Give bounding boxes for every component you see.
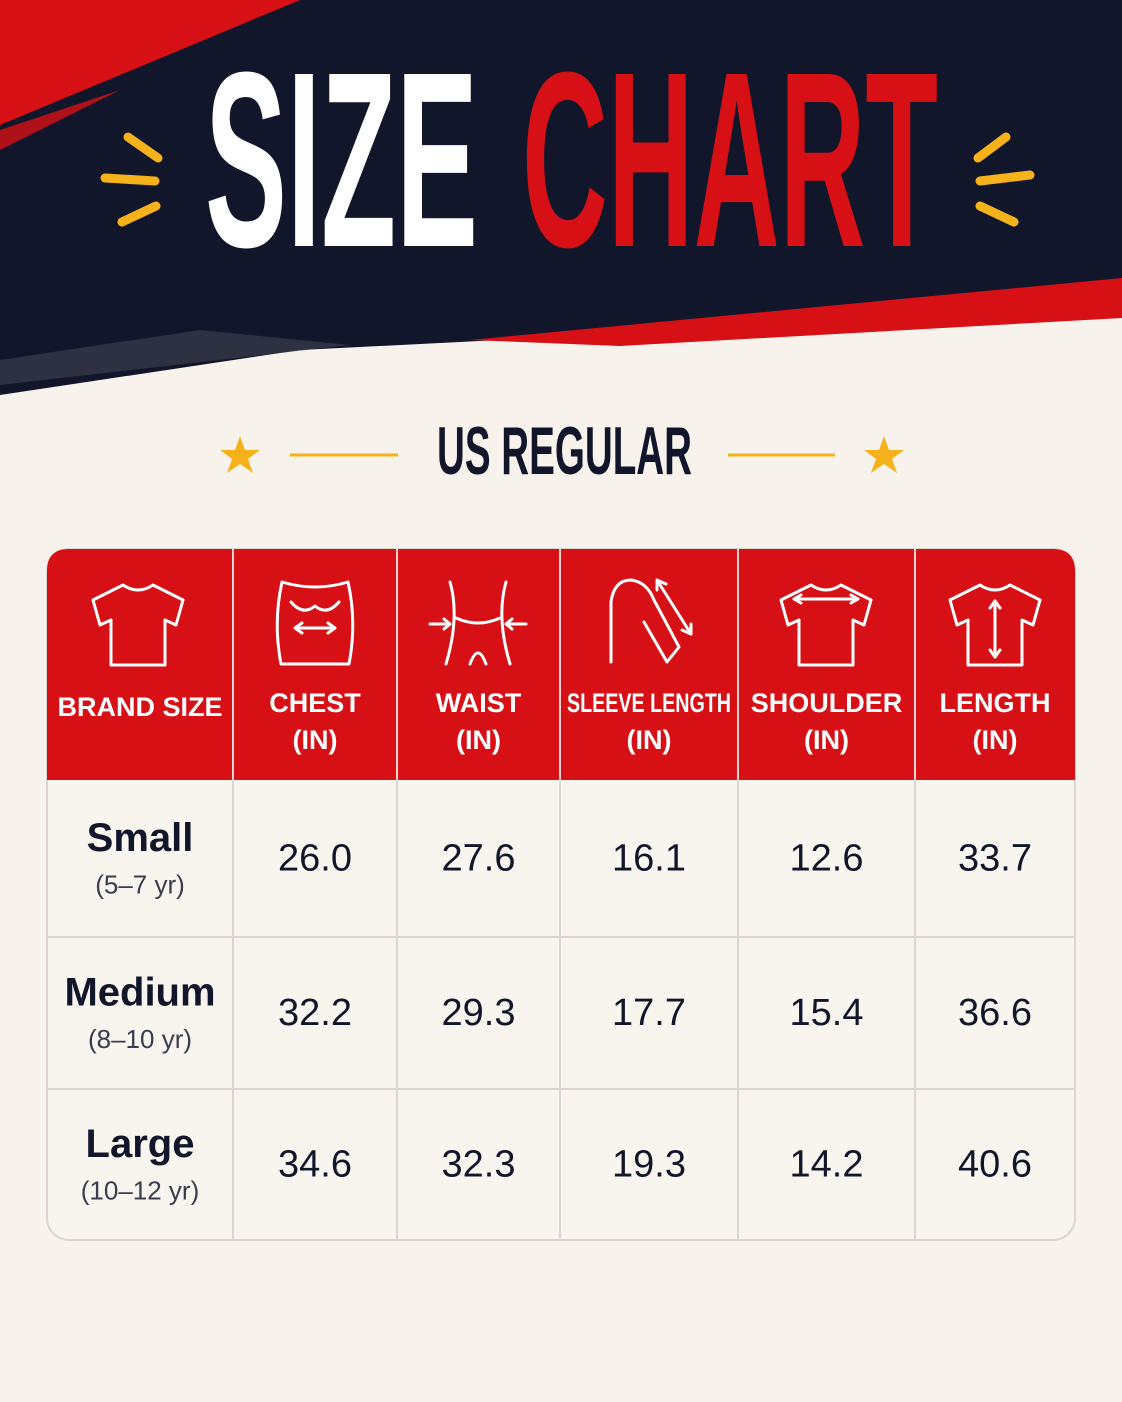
rays-left	[100, 132, 163, 227]
cell-value: 32.2	[278, 992, 352, 1034]
size-name: Medium	[64, 971, 215, 1015]
column-unit: (IN)	[456, 725, 501, 755]
brush-red-bottom	[470, 278, 1122, 346]
subtitle: US REGULAR	[437, 413, 692, 489]
cell-value: 29.3	[442, 992, 516, 1034]
column-unit: (IN)	[804, 725, 849, 755]
column-unit: (IN)	[973, 725, 1018, 755]
brush-red-top	[0, 0, 300, 125]
cell-value: 40.6	[958, 1144, 1032, 1186]
column-label: LENGTH	[940, 688, 1051, 718]
size-age: (5–7 yr)	[95, 869, 185, 899]
cell-value: 27.6	[442, 838, 516, 880]
icon-length	[948, 583, 1042, 667]
column-label: BRAND SIZE	[57, 692, 222, 722]
column-label: WAIST	[436, 688, 522, 718]
title-red: CHART	[522, 20, 938, 299]
size-name: Small	[87, 816, 194, 860]
column-unit: (IN)	[627, 725, 672, 755]
icon-shirt	[91, 583, 185, 667]
cell-value: 36.6	[958, 992, 1032, 1034]
column-label: CHEST	[269, 688, 361, 718]
column-label: SLEEVE LENGTH	[567, 688, 731, 718]
star-right	[864, 436, 904, 473]
cell-value: 26.0	[278, 838, 352, 880]
brush-grey	[0, 330, 350, 385]
table-grid	[47, 549, 1075, 1240]
cell-value: 16.1	[612, 838, 686, 880]
rays-right	[973, 132, 1035, 227]
cell-value: 33.7	[958, 838, 1032, 880]
star-left	[220, 436, 260, 473]
icon-shoulder	[779, 583, 873, 667]
cell-value: 15.4	[790, 992, 864, 1034]
icon-waist	[428, 580, 528, 666]
column-unit: (IN)	[293, 725, 338, 755]
size-name: Large	[86, 1122, 195, 1166]
cell-value: 14.2	[790, 1144, 864, 1186]
size-age: (8–10 yr)	[88, 1024, 192, 1054]
cell-value: 17.7	[612, 992, 686, 1034]
icon-chest	[275, 580, 355, 666]
banner	[0, 0, 1122, 395]
cell-value: 19.3	[612, 1144, 686, 1186]
size-age: (10–12 yr)	[81, 1175, 200, 1205]
brush-red-streak	[0, 90, 120, 150]
cell-value: 34.6	[278, 1144, 352, 1186]
column-label: SHOULDER	[751, 688, 903, 718]
title-white: SIZE	[205, 20, 478, 299]
icon-sleeve	[609, 578, 693, 664]
cell-value: 12.6	[790, 838, 864, 880]
cell-value: 32.3	[442, 1144, 516, 1186]
